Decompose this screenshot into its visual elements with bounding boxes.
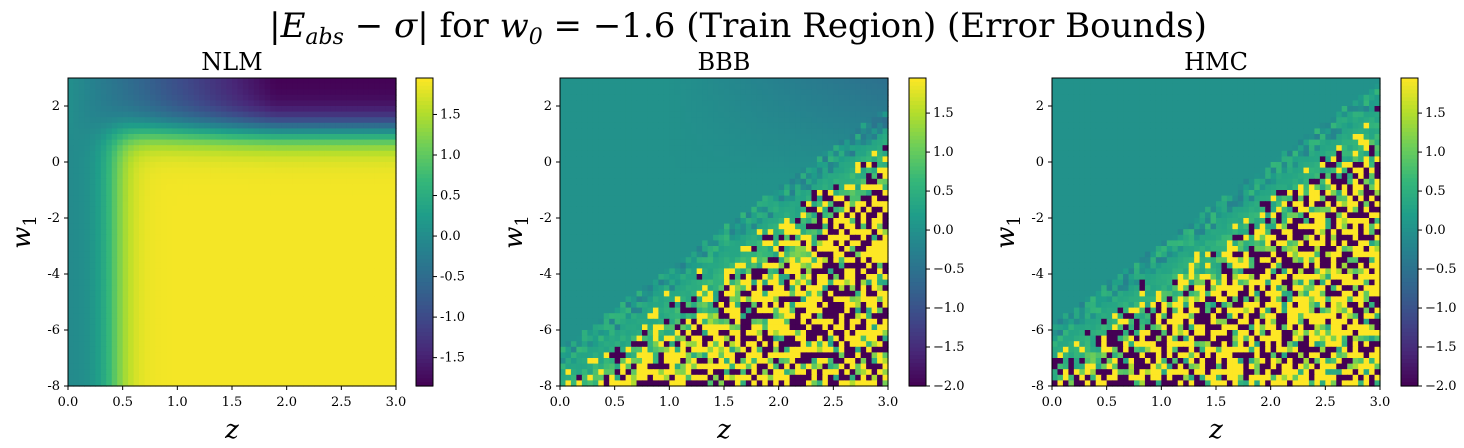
- x-tick-label: 0.5: [604, 395, 625, 410]
- y-tick-label: -4: [539, 267, 552, 282]
- y-tick-label: -8: [1031, 379, 1044, 394]
- y-tick-label: -2: [1031, 211, 1044, 226]
- colorbar-tick-label: 0.5: [933, 184, 954, 199]
- x-tick-label: 1.0: [1151, 395, 1172, 410]
- colorbar-tick-label: −2.0: [933, 379, 965, 394]
- colorbar: 1.5 1.0 0.5 0.0 -0.5 -1.0 -1.5: [415, 77, 465, 387]
- x-tick-label: 0.0: [1042, 395, 1063, 410]
- heatmap-cells: [68, 78, 397, 387]
- x-tick-label: 0.0: [58, 395, 79, 410]
- colorbar-tick-label: 1.5: [440, 107, 461, 122]
- colorbar-tick-label: 0.0: [1425, 223, 1446, 238]
- y-tick-label: -8: [539, 379, 552, 394]
- colorbar-tick-label: 1.5: [933, 106, 954, 121]
- x-tick-label: 1.0: [659, 395, 680, 410]
- colorbar-tick-label: 0.5: [1425, 184, 1446, 199]
- panel-title: HMC: [1184, 48, 1248, 76]
- heatmap-cells: [560, 78, 889, 387]
- x-tick-label: 1.0: [167, 395, 188, 410]
- x-tick-label: 1.5: [1206, 395, 1227, 410]
- y-tick-label: 2: [52, 99, 60, 114]
- colorbar-tick-label: 1.5: [1425, 106, 1446, 121]
- x-tick-label: 2.5: [1315, 395, 1336, 410]
- figure-title: |Eabs − σ| for w0 = −1.6 (Train Region) …: [269, 6, 1207, 50]
- y-tick-label: -6: [539, 323, 552, 338]
- y-tick-label: 0: [544, 155, 552, 170]
- panel-bbb: BBB 0.0 0.5 1.0 1.5 2.0 2.5 3.0 2 0 -2 -4 -6 -8 z w1 1.5…: [499, 48, 965, 445]
- x-tick-label: 2.5: [823, 395, 844, 410]
- y-tick-label: 0: [1036, 155, 1044, 170]
- colorbar-tick-label: −1.5: [1425, 340, 1457, 355]
- y-tick-label: 0: [52, 155, 60, 170]
- colorbar-tick-label: 1.0: [1425, 145, 1446, 160]
- x-tick-label: 0.0: [550, 395, 571, 410]
- x-axis-label: z: [1208, 415, 1223, 445]
- y-axis-label: w1: [499, 215, 533, 249]
- panel-title: BBB: [698, 48, 751, 76]
- x-tick-label: 2.0: [768, 395, 789, 410]
- x-tick-label: 1.5: [222, 395, 243, 410]
- colorbar-tick-label: -0.5: [440, 270, 465, 285]
- y-tick-label: -6: [1031, 323, 1044, 338]
- x-tick-label: 1.5: [714, 395, 735, 410]
- y-axis-label: w1: [991, 215, 1025, 249]
- colorbar-tick-label: −1.0: [933, 301, 965, 316]
- y-tick-label: -8: [47, 379, 60, 394]
- colorbar-tick-label: -1.5: [440, 351, 465, 366]
- x-tick-label: 3.0: [1370, 395, 1391, 410]
- x-tick-label: 0.5: [112, 395, 133, 410]
- panel-hmc: HMC 0.0 0.5 1.0 1.5 2.0 2.5 3.0 2 0 -2 -4 -6 -8 z w1 1.5…: [991, 48, 1457, 445]
- colorbar: 1.5 1.0 0.5 0.0 −0.5 −1.0 −1.5 −2.0: [908, 77, 965, 394]
- x-tick-label: 0.5: [1096, 395, 1117, 410]
- y-tick-label: -4: [47, 267, 60, 282]
- x-axis-label: z: [716, 415, 731, 445]
- colorbar-tick-label: −1.5: [933, 340, 965, 355]
- x-axis-label: z: [224, 415, 239, 445]
- y-tick-label: -4: [1031, 267, 1044, 282]
- panel-title: NLM: [201, 48, 263, 76]
- colorbar-tick-label: 1.0: [440, 148, 461, 163]
- y-axis-label: w1: [7, 215, 41, 249]
- y-tick-label: -6: [47, 323, 60, 338]
- y-tick-label: -2: [47, 211, 60, 226]
- y-tick-label: 2: [1036, 99, 1044, 114]
- colorbar-tick-label: -1.0: [440, 310, 465, 325]
- y-tick-label: 2: [544, 99, 552, 114]
- colorbar-tick-label: 1.0: [933, 145, 954, 160]
- y-tick-label: -2: [539, 211, 552, 226]
- x-tick-label: 3.0: [386, 395, 407, 410]
- panel-nlm: NLM 0.0 0.5 1.0 1.5 2.0 2.5 3.0 2 0 -2 -4 -6 -8 z w1 1.5…: [7, 48, 465, 445]
- colorbar-tick-label: 0.0: [440, 229, 461, 244]
- colorbar-tick-label: −0.5: [933, 262, 965, 277]
- colorbar-tick-label: −0.5: [1425, 262, 1457, 277]
- colorbar-tick-label: −2.0: [1425, 379, 1457, 394]
- x-tick-label: 2.0: [276, 395, 297, 410]
- x-tick-label: 2.0: [1260, 395, 1281, 410]
- colorbar-tick-label: 0.5: [440, 189, 461, 204]
- x-tick-label: 2.5: [331, 395, 352, 410]
- colorbar-tick-label: 0.0: [933, 223, 954, 238]
- colorbar-tick-label: −1.0: [1425, 301, 1457, 316]
- x-tick-label: 3.0: [878, 395, 899, 410]
- colorbar: 1.5 1.0 0.5 0.0 −0.5 −1.0 −1.5 −2.0: [1400, 77, 1457, 394]
- heatmap-cells: [1052, 78, 1381, 387]
